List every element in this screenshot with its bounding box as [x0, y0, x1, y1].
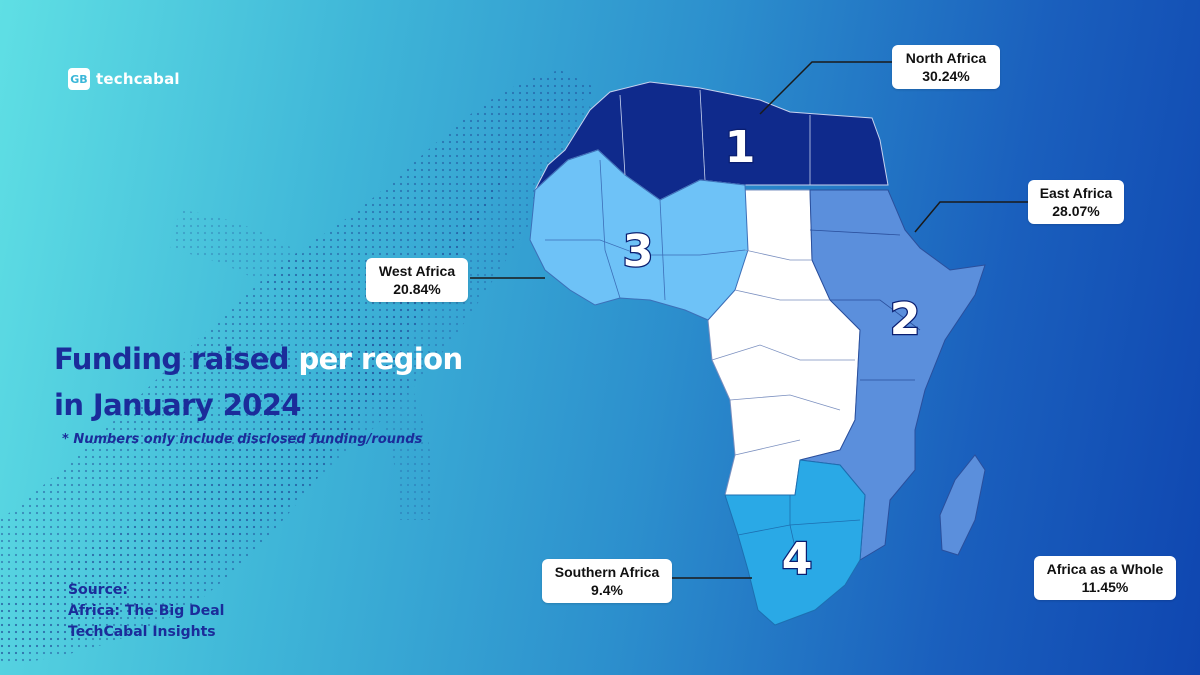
region-southern-africa — [724, 459, 866, 626]
madagascar-island — [939, 454, 986, 556]
logo-mark: GB — [68, 68, 90, 90]
north-borders — [619, 89, 811, 185]
source-label: Source: — [68, 582, 128, 598]
callout-west-value: 20.84% — [393, 281, 441, 297]
north-leader-line — [759, 61, 892, 115]
callout-east-value: 28.07% — [1052, 203, 1100, 219]
callout-north-value: 30.24% — [922, 68, 970, 84]
rank-number-east: 2 — [890, 294, 921, 345]
title-line-2: in January 2024 — [54, 388, 302, 422]
title-part-1: Funding raised — [54, 342, 299, 376]
techcabal-logo: GB techcabal — [68, 68, 180, 90]
callout-north-name: North Africa — [905, 50, 987, 66]
rank-number-north: 1 — [725, 122, 756, 173]
rank-number-west: 3 — [623, 226, 654, 277]
south-borders — [737, 495, 861, 571]
region-east-africa — [799, 189, 986, 561]
country-borders — [711, 249, 855, 456]
callout-southern-africa: Southern Africa 9.4% — [542, 559, 672, 603]
callout-whole-name: Africa as a Whole — [1046, 561, 1164, 577]
callout-whole-value: 11.45% — [1081, 579, 1129, 595]
callout-south-name: Southern Africa — [554, 564, 660, 580]
callout-south-value: 9.4% — [591, 582, 623, 598]
east-leader-line — [914, 201, 1028, 233]
callout-africa-whole: Africa as a Whole 11.45% — [1034, 556, 1176, 600]
source-block: Source: Africa: The Big Deal TechCabal I… — [68, 580, 224, 643]
footnote: * Numbers only include disclosed funding… — [62, 432, 423, 447]
callout-east-name: East Africa — [1039, 185, 1113, 201]
rank-number-south: 4 — [782, 534, 813, 585]
east-borders — [809, 229, 921, 381]
logo-text: techcabal — [96, 70, 180, 88]
source-line-1: Africa: The Big Deal — [68, 603, 225, 619]
title-part-2: per region — [298, 342, 463, 376]
callout-north-africa: North Africa 30.24% — [892, 45, 1000, 89]
page-title: Funding raised per region in January 202… — [54, 336, 463, 428]
callout-west-name: West Africa — [378, 263, 456, 279]
source-line-2: TechCabal Insights — [68, 624, 216, 640]
callout-east-africa: East Africa 28.07% — [1028, 180, 1124, 224]
west-borders — [545, 159, 746, 301]
callout-west-africa: West Africa 20.84% — [366, 258, 468, 302]
callout-lines — [470, 61, 1028, 579]
